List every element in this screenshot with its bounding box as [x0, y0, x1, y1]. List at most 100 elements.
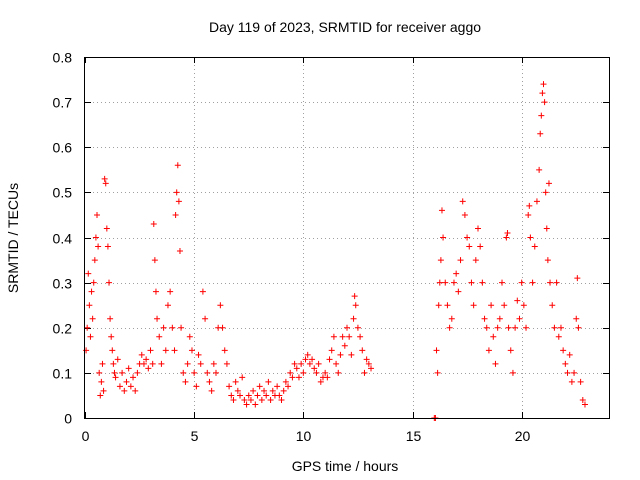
data-point — [274, 383, 281, 390]
data-point — [446, 324, 453, 331]
data-point — [171, 347, 178, 354]
data-point — [557, 324, 564, 331]
data-point — [145, 365, 152, 372]
data-point — [85, 270, 92, 277]
data-point — [457, 257, 464, 264]
data-point — [326, 356, 333, 363]
data-point — [87, 333, 94, 340]
data-point — [313, 369, 320, 376]
data-point — [461, 211, 468, 218]
data-point — [191, 369, 198, 376]
data-point — [223, 360, 230, 367]
data-point — [330, 333, 337, 340]
data-point — [344, 324, 350, 331]
data-point — [282, 378, 289, 385]
data-point — [167, 288, 174, 295]
data-point — [295, 374, 302, 381]
data-point — [100, 387, 107, 394]
data-point — [121, 387, 128, 394]
data-point — [217, 302, 224, 309]
data-point — [311, 365, 318, 372]
data-point — [158, 360, 165, 367]
data-point — [481, 315, 488, 322]
x-tick-label: 5 — [191, 428, 199, 444]
data-point — [269, 387, 276, 394]
data-point — [309, 356, 316, 363]
data-point — [258, 396, 265, 403]
data-point — [112, 374, 119, 381]
data-point — [182, 378, 189, 385]
data-point — [317, 378, 324, 385]
x-axis-label: GPS time / hours — [292, 458, 399, 474]
data-point — [470, 302, 477, 309]
data-point — [437, 257, 444, 264]
data-point — [503, 234, 510, 241]
data-point — [306, 360, 313, 367]
data-point — [351, 293, 358, 300]
data-point — [564, 369, 571, 376]
data-point — [472, 257, 479, 264]
data-point — [560, 347, 567, 354]
data-point — [98, 378, 105, 385]
y-tick-label: 0.7 — [53, 95, 73, 111]
data-point — [545, 180, 552, 187]
data-point — [298, 360, 305, 367]
data-point — [138, 351, 145, 358]
data-point — [479, 279, 486, 286]
data-point — [464, 234, 471, 241]
data-point — [363, 356, 370, 363]
x-tick-label: 20 — [515, 428, 531, 444]
data-point — [507, 347, 514, 354]
data-point — [568, 378, 575, 385]
data-point — [208, 387, 215, 394]
data-point — [442, 279, 449, 286]
data-point — [512, 324, 519, 331]
data-point — [359, 347, 366, 354]
data-point — [226, 383, 233, 390]
data-point — [210, 360, 217, 367]
data-point — [261, 387, 268, 394]
data-point — [537, 130, 544, 137]
data-point — [254, 392, 261, 399]
data-point — [149, 360, 156, 367]
data-point — [109, 347, 116, 354]
data-point — [322, 369, 329, 376]
data-point — [577, 378, 584, 385]
data-point — [544, 257, 551, 264]
data-point — [514, 297, 521, 304]
data-point — [164, 302, 171, 309]
data-point — [483, 324, 490, 331]
data-point — [197, 360, 204, 367]
data-point — [132, 387, 139, 394]
data-point — [107, 315, 114, 322]
data-point — [116, 383, 123, 390]
data-point — [348, 351, 355, 358]
data-point — [542, 189, 549, 196]
data-point — [304, 351, 311, 358]
data-point — [104, 243, 111, 250]
data-point — [525, 211, 532, 218]
data-point — [324, 374, 331, 381]
data-point — [193, 383, 200, 390]
data-point — [300, 369, 307, 376]
data-point — [435, 302, 442, 309]
data-point — [357, 333, 364, 340]
data-point — [315, 360, 322, 367]
data-point — [130, 374, 137, 381]
data-point — [490, 333, 497, 340]
data-point — [555, 333, 562, 340]
data-point — [241, 396, 248, 403]
data-point — [160, 324, 167, 331]
data-point — [549, 302, 556, 309]
data-point — [440, 234, 447, 241]
y-tick-label: 0.4 — [53, 231, 73, 247]
data-point — [504, 229, 511, 236]
data-point — [527, 234, 534, 241]
data-point — [335, 369, 342, 376]
data-point — [581, 401, 588, 408]
data-point — [169, 324, 176, 331]
data-point — [213, 369, 219, 376]
data-point — [453, 270, 460, 277]
data-point — [333, 360, 340, 367]
